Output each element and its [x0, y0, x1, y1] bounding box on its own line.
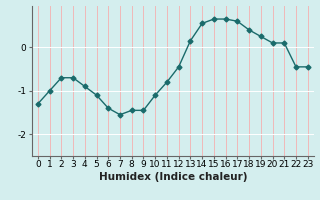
- X-axis label: Humidex (Indice chaleur): Humidex (Indice chaleur): [99, 172, 247, 182]
